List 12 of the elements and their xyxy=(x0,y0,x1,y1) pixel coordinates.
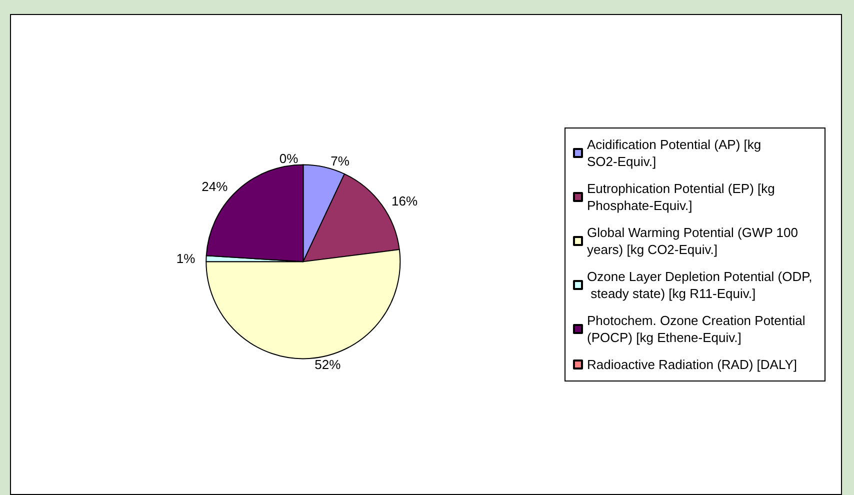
text: 0% xyxy=(279,151,298,166)
legend-label: Radioactive Radiation (RAD) [DALY] xyxy=(587,357,798,372)
data-label: 16% xyxy=(391,194,418,209)
legend-label: Eutrophication Potential (EP) [kg Phosphate-Equiv.] xyxy=(587,181,778,213)
legend-label: Ozone Layer Depletion Potential (ODP, steady state) [kg R11-Equiv.] xyxy=(587,269,812,301)
legend-label: Photochem. Ozone Creation Potential (POCP) [kg Ethene-Equiv.] xyxy=(587,313,809,345)
legend-label: Acidification Potential (AP) [kg SO2-Equiv.] xyxy=(587,137,765,169)
data-label: 52% xyxy=(314,356,342,372)
data-label: 24% xyxy=(202,179,228,194)
data-label: 1% xyxy=(176,250,196,266)
data-label: 7% xyxy=(330,154,350,169)
legend-label: Global Warming Potential (GWP 100 years) [kg CO2-Equiv.] xyxy=(587,225,802,257)
